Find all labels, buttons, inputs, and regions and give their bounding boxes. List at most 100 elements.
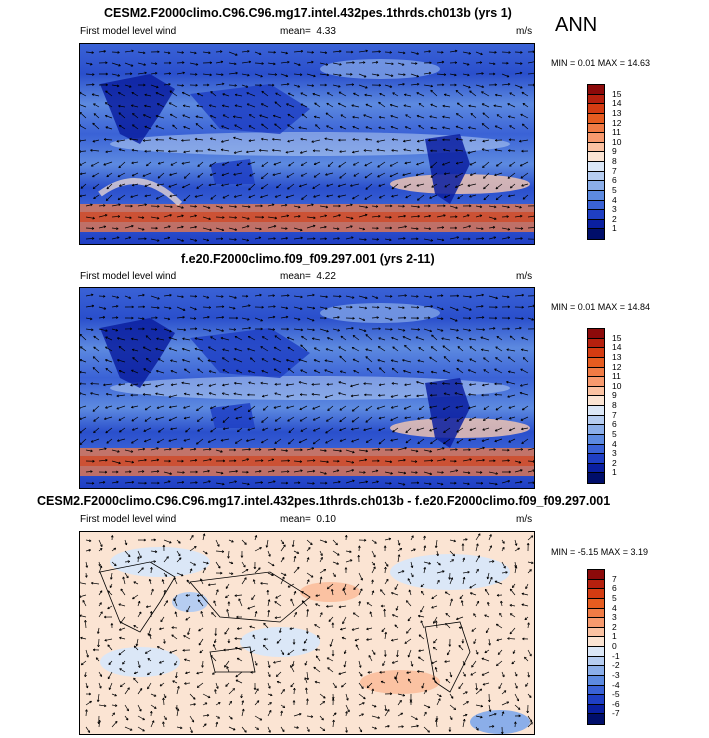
wind-vector-head: [173, 577, 177, 580]
panel-1-minmax: MIN = 0.01 MAX = 14.63: [551, 58, 651, 68]
wind-vector-head: [443, 356, 447, 358]
panel-3-units: m/s: [516, 514, 533, 525]
wind-vector-head: [286, 316, 289, 319]
wind-vector: [111, 460, 121, 464]
wind-vector: [254, 535, 257, 541]
wind-vector-head: [222, 383, 225, 386]
wind-vector-head: [195, 482, 198, 484]
wind-vector-head: [441, 472, 444, 474]
wind-vector-head: [118, 628, 121, 631]
wind-vector-head: [405, 195, 408, 198]
wind-vector: [275, 416, 282, 422]
wind-vector: [371, 590, 374, 596]
wind-vector-head: [305, 631, 308, 634]
wind-vector-head: [204, 533, 206, 536]
wind-vector-head: [198, 628, 200, 632]
wind-vector-head: [333, 575, 336, 578]
wind-vector-head: [183, 439, 186, 442]
wind-vector: [107, 644, 113, 651]
wind-vector-head: [520, 481, 523, 484]
wind-vector: [286, 383, 295, 386]
wind-vector: [85, 539, 92, 542]
wind-vector: [501, 460, 510, 462]
wind-vector: [241, 327, 251, 330]
wind-vector: [234, 194, 243, 198]
wind-vector: [494, 125, 503, 130]
wind-vector-head: [462, 543, 465, 546]
wind-vector: [184, 368, 191, 374]
wind-vector-head: [300, 237, 303, 240]
wind-vector-head: [376, 227, 379, 230]
wind-vector-head: [409, 589, 412, 592]
wind-vector-head: [221, 163, 224, 166]
wind-vector: [280, 572, 287, 576]
wind-vector: [146, 161, 152, 167]
wind-vector: [202, 238, 209, 241]
wind-vector: [397, 51, 406, 54]
wind-vector: [384, 538, 391, 541]
wind-vector: [345, 550, 352, 553]
wind-vector-head: [359, 545, 361, 549]
wind-vector: [293, 566, 300, 574]
wind-vector: [337, 194, 347, 198]
wind-vector: [124, 550, 131, 557]
wind-vector-head: [236, 615, 239, 618]
wind-vector: [97, 627, 100, 634]
wind-vector-head: [365, 334, 369, 336]
wind-vector-head: [226, 609, 229, 612]
wind-vector: [221, 139, 230, 143]
wind-vector-head: [417, 215, 420, 218]
wind-vector-head: [522, 637, 525, 640]
wind-vector-head: [168, 308, 172, 310]
wind-vector-head: [532, 482, 534, 485]
wind-vector-head: [118, 204, 121, 207]
wind-vector: [107, 605, 113, 610]
wind-vector: [449, 550, 455, 557]
wind-vector: [429, 416, 438, 420]
wind-vector: [509, 125, 516, 130]
wind-vector: [378, 337, 386, 341]
wind-vector-head: [404, 394, 407, 397]
wind-vector: [467, 183, 477, 187]
wind-vector-head: [430, 89, 433, 92]
wind-vector-head: [363, 428, 366, 431]
wind-vector-head: [312, 337, 315, 339]
wind-vector: [391, 382, 399, 385]
wind-vector-head: [288, 430, 290, 433]
wind-vector-head: [89, 64, 93, 66]
wind-vector: [500, 600, 503, 607]
wind-vector-head: [481, 305, 484, 308]
panel-2-colorbar: [587, 328, 605, 484]
wind-vector-head: [455, 470, 459, 473]
wind-vector-head: [403, 472, 406, 475]
wind-vector: [131, 338, 139, 341]
wind-vector-head: [494, 439, 497, 442]
wind-vector-head: [195, 115, 199, 117]
wind-vector: [507, 103, 516, 108]
wind-vector: [80, 172, 87, 175]
wind-vector-head: [486, 576, 488, 580]
wind-vector: [85, 204, 93, 207]
wind-vector: [436, 482, 444, 485]
wind-vector: [254, 317, 263, 322]
wind-vector: [371, 481, 379, 484]
wind-vector: [228, 539, 234, 543]
wind-vector-head: [286, 328, 289, 331]
wind-vector-head: [144, 459, 147, 462]
wind-vector: [246, 438, 256, 442]
wind-vector: [104, 638, 113, 641]
wind-vector-head: [365, 408, 368, 411]
wind-vector-head: [507, 296, 510, 299]
wind-vector: [163, 638, 166, 644]
wind-vector-head: [324, 359, 328, 361]
wind-vector: [338, 102, 347, 108]
wind-vector: [202, 561, 209, 564]
wind-vector-head: [260, 381, 263, 384]
wind-vector-head: [487, 601, 490, 604]
wind-vector: [80, 333, 87, 341]
wind-vector: [236, 183, 243, 186]
wind-vector: [247, 605, 256, 610]
wind-vector: [85, 449, 93, 452]
wind-vector-head: [311, 52, 314, 54]
wind-vector-head: [311, 392, 315, 395]
